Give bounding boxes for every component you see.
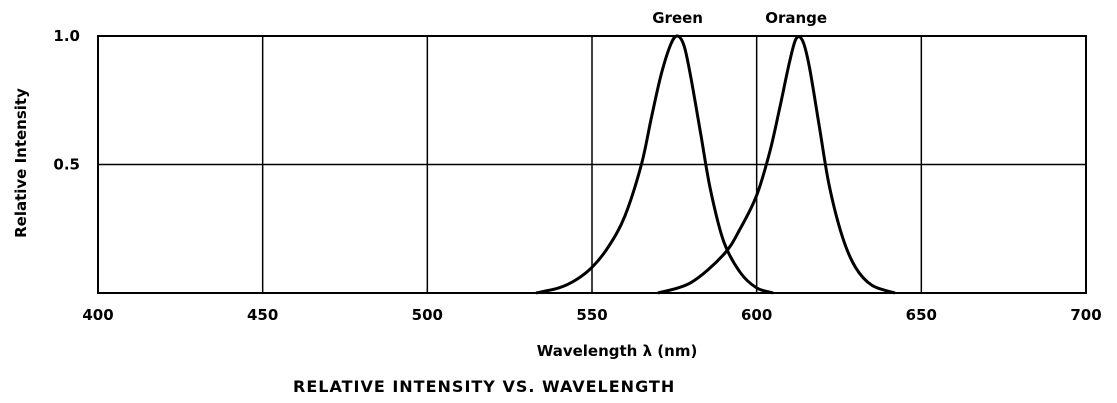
x-tick-label: 600 [741, 306, 772, 324]
plot-frame [97, 35, 1087, 294]
x-axis-label: Wavelength λ (nm) [537, 342, 698, 360]
x-tick-label: 700 [1070, 306, 1101, 324]
x-tick-label: 550 [576, 306, 607, 324]
x-tick-labels: 400 450 500 550 600 650 700 [82, 306, 1101, 324]
grid-lines [98, 36, 1086, 293]
y-tick-label: 1.0 [53, 27, 80, 45]
x-tick-label: 450 [247, 306, 278, 324]
x-tick-label: 500 [412, 306, 443, 324]
y-axis-label: Relative Intensity [12, 88, 30, 238]
x-tick-label: 400 [82, 306, 113, 324]
series-label-orange: Orange [765, 9, 827, 27]
x-tick-label: 650 [906, 306, 937, 324]
series-labels: Green Orange [652, 9, 827, 27]
series-line-green [535, 34, 774, 295]
series-label-green: Green [652, 9, 703, 27]
series-line-orange [657, 35, 896, 295]
series-layer [535, 34, 896, 295]
y-tick-label: 0.5 [53, 156, 80, 174]
y-tick-labels: 0.5 1.0 [53, 27, 80, 174]
chart-title: RELATIVE INTENSITY VS. WAVELENGTH [293, 377, 675, 396]
